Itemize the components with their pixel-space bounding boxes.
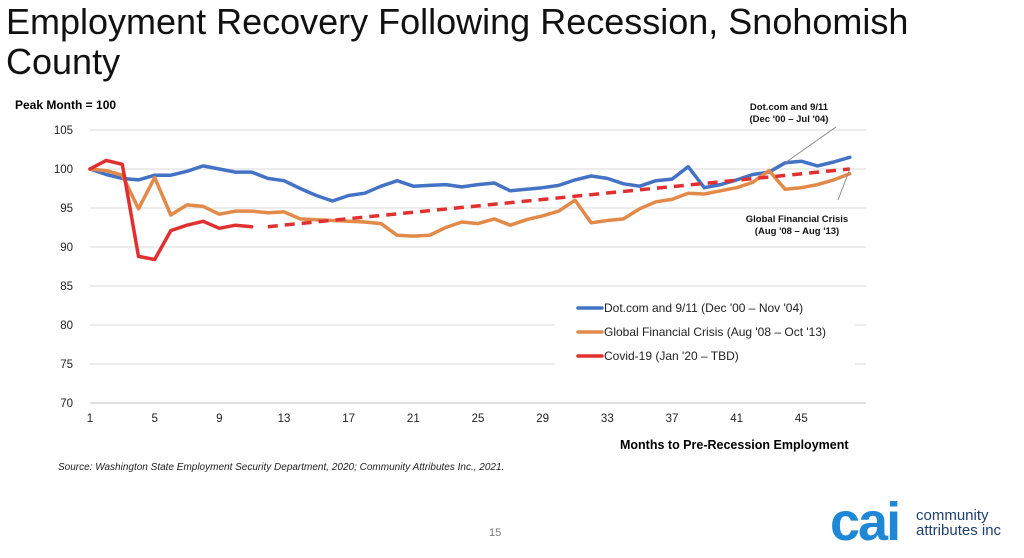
legend-box [555, 296, 855, 378]
legend: Dot.com and 9/11 (Dec '00 – Nov '04) Glob… [555, 296, 855, 378]
x-tick-21: 21 [407, 413, 420, 425]
y-tick-85: 85 [60, 281, 73, 293]
series-lines [88, 155, 852, 262]
x-tick-25: 25 [472, 413, 485, 425]
x-tick-1: 1 [87, 413, 93, 425]
slide-title: Employment Recovery Following Recession,… [6, 1, 909, 82]
y-tick-labels: 70 75 80 85 90 95 100 105 [54, 125, 73, 410]
x-tick-29: 29 [536, 413, 549, 425]
series-line-1 [88, 167, 852, 238]
annotation-0-line-1: Dot.com and 9/11 [750, 102, 829, 113]
x-tick-41: 41 [730, 413, 743, 425]
annotation-1-line-1: Global Financial Crisis [746, 214, 848, 225]
logo-line-1: community [916, 507, 989, 524]
legend-label-2: Covid-19 (Jan '20 – TBD) [604, 349, 739, 363]
company-logo: cai community attributes inc [830, 494, 1020, 556]
x-tick-labels: 1 5 9 13 17 21 25 29 33 37 41 45 [87, 413, 808, 425]
x-axis-label: Months to Pre-Recession Employment [620, 438, 849, 452]
logo-line-2: attributes inc [916, 522, 1002, 539]
y-tick-70: 70 [60, 398, 73, 410]
x-tick-45: 45 [795, 413, 808, 425]
x-tick-33: 33 [601, 413, 614, 425]
annotation-0-leader [784, 126, 837, 164]
covid-trend-dashed-line [267, 167, 850, 229]
y-tick-105: 105 [54, 125, 73, 137]
y-tick-75: 75 [60, 359, 73, 371]
annotation-0-line-2: (Dec '00 – Jul '04) [750, 114, 829, 125]
y-tick-80: 80 [60, 320, 73, 332]
y-tick-90: 90 [60, 242, 73, 254]
y-tick-100: 100 [54, 164, 73, 176]
x-tick-37: 37 [666, 413, 679, 425]
x-tick-9: 9 [216, 413, 222, 425]
series-line-0 [88, 155, 852, 203]
x-tick-5: 5 [151, 413, 157, 425]
annotation-1-line-2: (Aug '08 – Aug '13) [755, 226, 839, 237]
annotation-1-leader [837, 168, 851, 201]
series-line-2 [88, 158, 254, 262]
x-tick-17: 17 [342, 413, 355, 425]
y-axis-label: Peak Month = 100 [15, 98, 117, 112]
y-tick-95: 95 [60, 203, 73, 215]
logo-mark: cai [830, 492, 901, 552]
logo-wordmark: community attributes inc [916, 508, 1024, 538]
legend-label-1: Global Financial Crisis (Aug '08 – Oct '… [604, 325, 826, 339]
page-number: 15 [489, 527, 502, 539]
x-tick-13: 13 [278, 413, 291, 425]
source-note: Source: Washington State Employment Secu… [58, 462, 505, 473]
annotations: Dot.com and 9/11(Dec '00 – Jul '04) Globa… [746, 102, 851, 237]
legend-label-0: Dot.com and 9/11 (Dec '00 – Nov '04) [604, 301, 803, 315]
